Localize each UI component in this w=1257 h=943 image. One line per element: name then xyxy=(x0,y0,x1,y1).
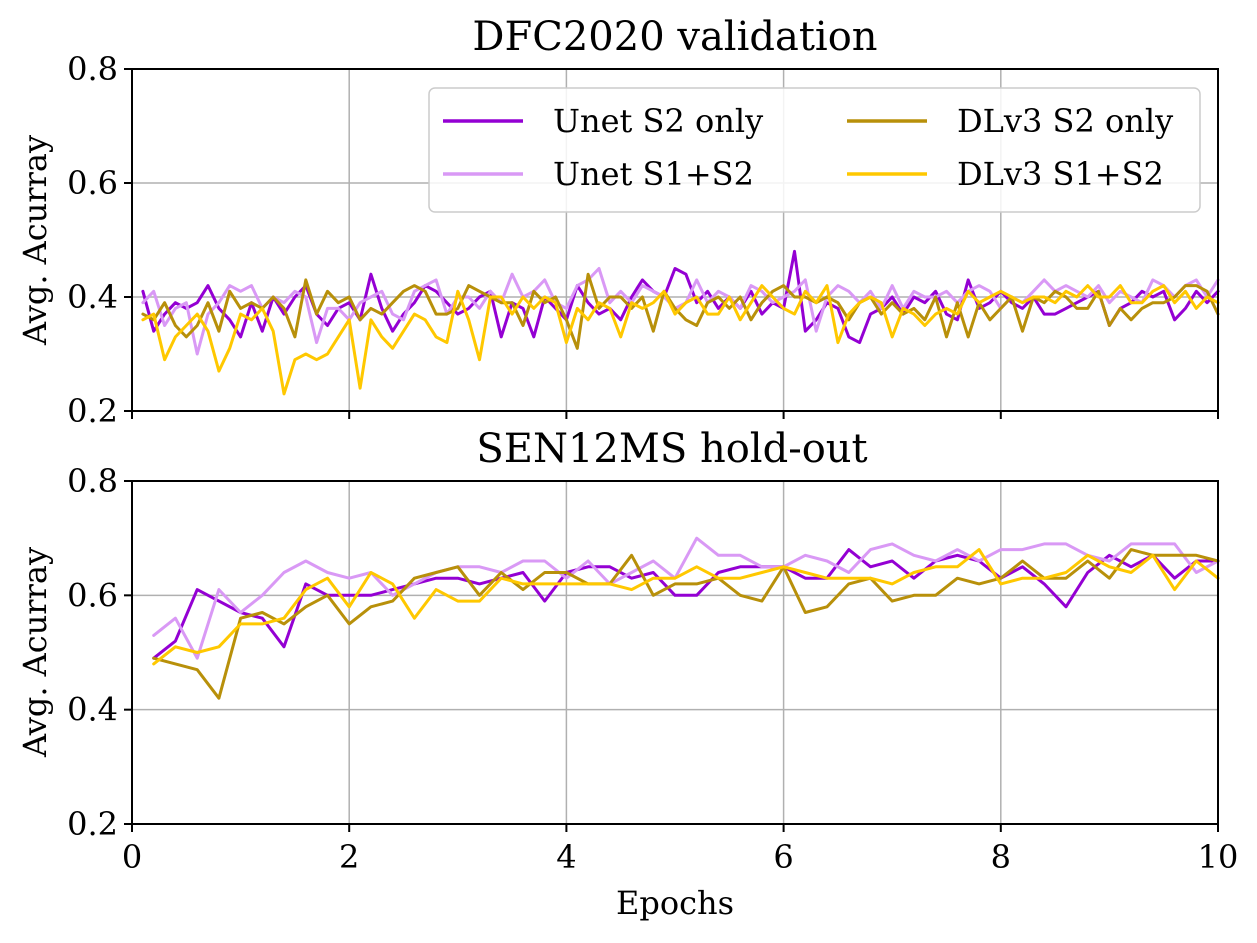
x-tick-label: 2 xyxy=(339,838,359,876)
series-line-unet-s1-s2 xyxy=(152,536,1220,660)
x-tick-label: 4 xyxy=(556,838,576,876)
grid xyxy=(131,480,1219,825)
panel-dfc2020-validation: DFC2020 validation 0.2 0.4 0.6 0.8 Avg. Acu… xyxy=(16,14,1220,430)
series-line-dlv3-s2-only xyxy=(141,272,1220,350)
legend-label: DLv3 S2 only xyxy=(957,102,1173,140)
legend-label: DLv3 S1+S2 xyxy=(957,155,1164,193)
y-tick-label: 0.8 xyxy=(67,50,118,88)
axes-frame xyxy=(131,480,1219,825)
series-line-dlv3-s1-s2 xyxy=(141,284,1220,396)
x-tick-label: 8 xyxy=(991,838,1011,876)
y-axis-label: Avg. Acurray xyxy=(16,547,54,758)
axis-ticks: 0 2 4 6 8 10 0.2 0.4 0.6 0.8 xyxy=(67,462,1238,876)
x-tick-label: 6 xyxy=(773,838,793,876)
axes-frame xyxy=(131,68,1219,412)
y-tick-label: 0.6 xyxy=(67,576,118,614)
series-line-dlv3-s2-only xyxy=(152,548,1220,700)
legend-box xyxy=(428,87,1201,213)
series-lines xyxy=(152,536,1220,700)
x-axis-label: Epochs xyxy=(616,884,734,922)
y-tick-label: 0.6 xyxy=(67,164,118,202)
series-line-unet-s1-s2 xyxy=(141,267,1220,356)
chart-title: DFC2020 validation xyxy=(472,14,877,60)
y-tick-label: 0.4 xyxy=(67,691,118,729)
y-tick-label: 0.2 xyxy=(67,392,118,430)
series-line-unet-s2-only xyxy=(152,548,1220,660)
x-tick-label: 10 xyxy=(1198,838,1239,876)
y-axis-label: Avg. Acurray xyxy=(16,135,54,346)
y-tick-label: 0.4 xyxy=(67,278,118,316)
y-tick-label: 0.2 xyxy=(67,805,118,843)
series-line-unet-s2-only xyxy=(141,249,1220,345)
x-tick-label: 0 xyxy=(122,838,142,876)
panel-sen12ms-hold-out: SEN12MS hold-out 0 2 4 6 8 10 0.2 0.4 0.6 0.8 Avg… xyxy=(16,426,1238,922)
legend-label: Unet S1+S2 xyxy=(553,155,754,193)
legend: Unet S2 only Unet S1+S2 DLv3 S2 only DLv3 S… xyxy=(428,87,1201,213)
y-tick-label: 0.8 xyxy=(67,462,118,500)
series-lines xyxy=(141,249,1220,396)
series-line-dlv3-s1-s2 xyxy=(152,548,1220,666)
axis-ticks: 0.2 0.4 0.6 0.8 xyxy=(67,50,1219,430)
legend-label: Unet S2 only xyxy=(553,102,763,140)
chart-title: SEN12MS hold-out xyxy=(476,426,867,472)
